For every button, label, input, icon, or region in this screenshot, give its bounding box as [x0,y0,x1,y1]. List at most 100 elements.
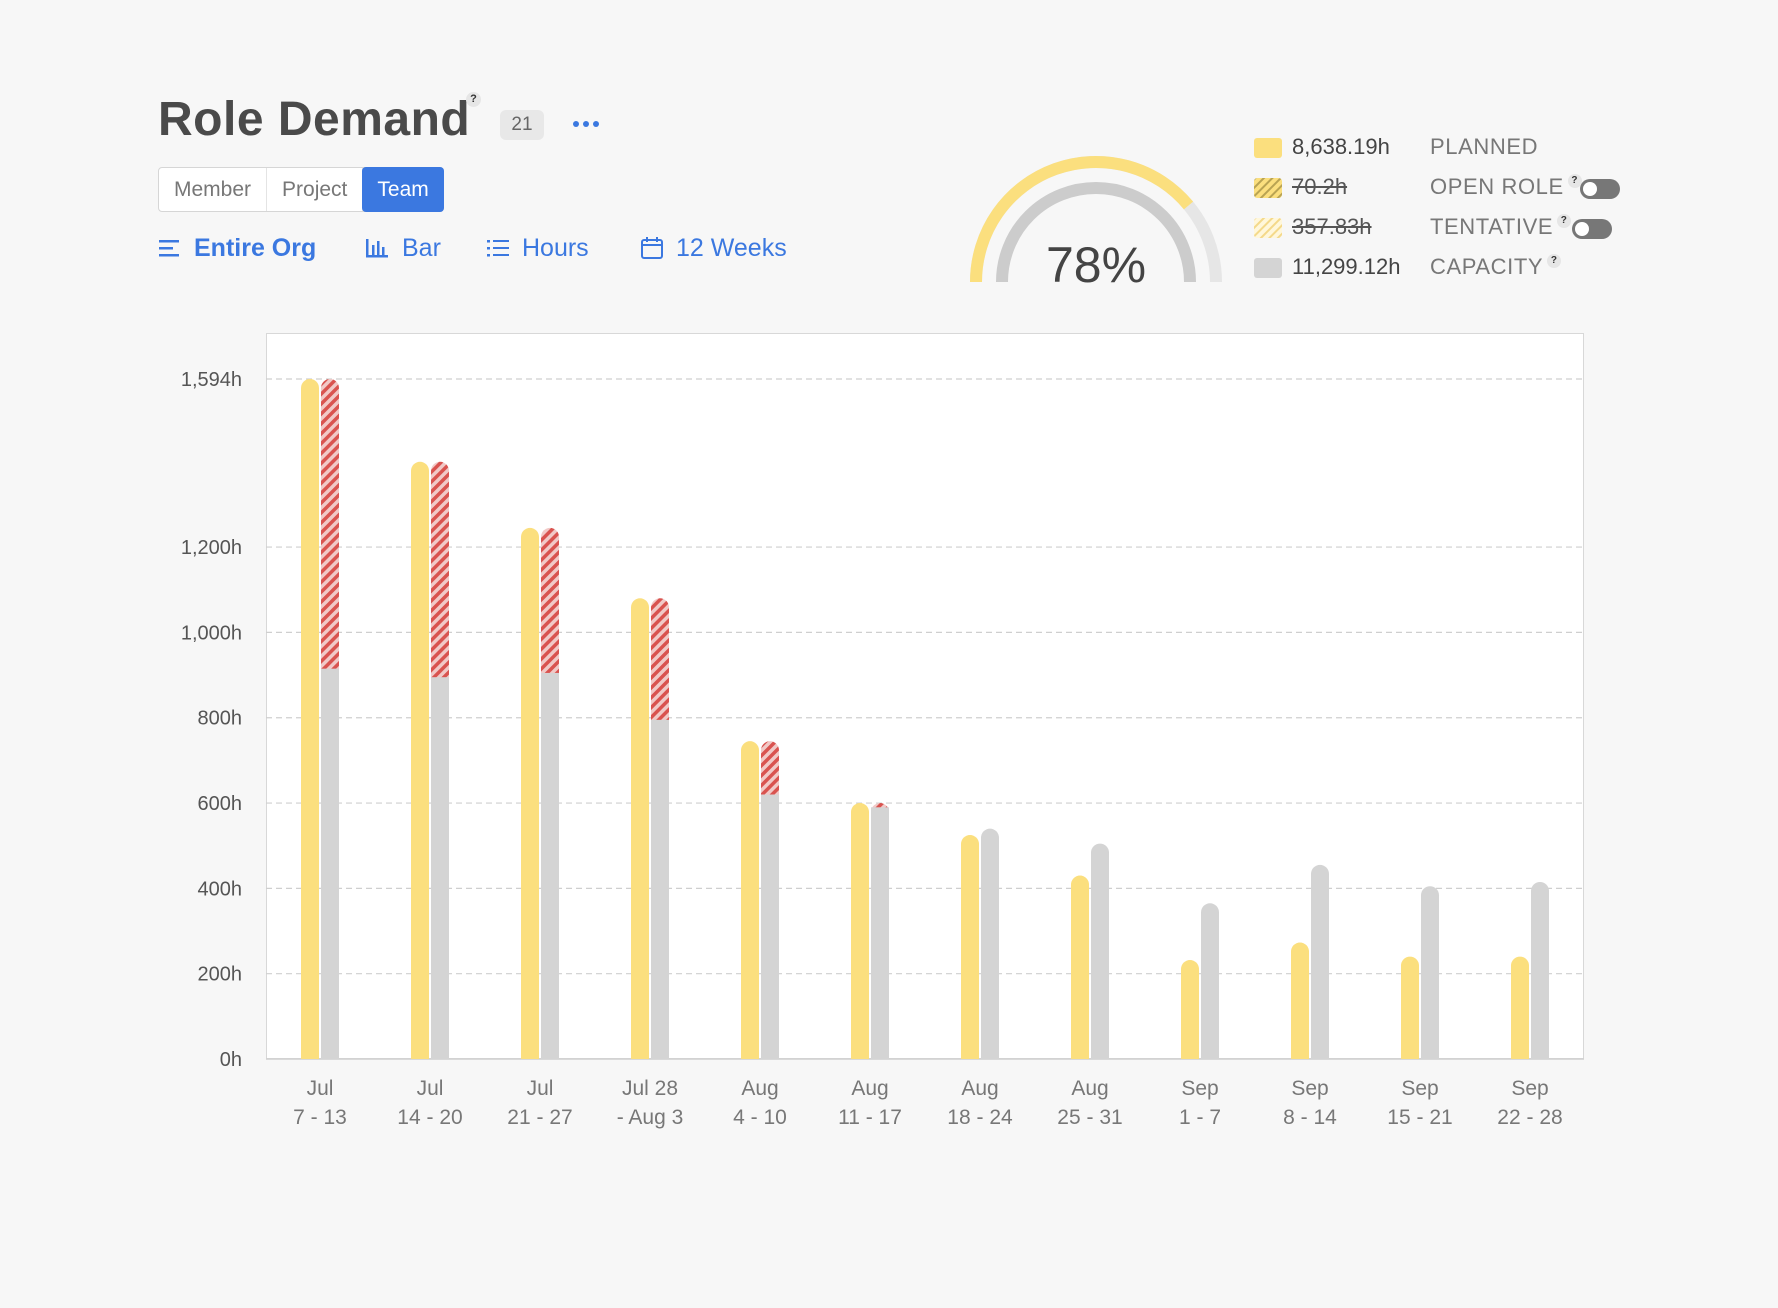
x-tick-label: Jul 28 [622,1077,678,1100]
capacity-bar[interactable] [1421,886,1439,1059]
page-title: Role Demand [158,93,471,146]
gauge-fill-arc [970,155,1194,283]
open-role-name: OPEN ROLE? [1430,174,1582,200]
tab-member[interactable]: Member [159,168,268,211]
planned-bar[interactable] [1181,960,1199,1059]
bar-chart-icon [366,239,388,258]
role-demand-bar-chart: 0h 200h 400h 600h 800h 1,000h 1,200h 1,594h Jul… [181,369,1584,1129]
x-tick-label: Jul [417,1077,444,1100]
capacity-help-icon[interactable]: ? [1547,254,1562,268]
planned-swatch [1254,138,1282,158]
legend-open-role: 70.2h OPEN ROLE? [1252,168,1652,208]
x-tick-label: Aug [851,1077,888,1100]
y-tick-label: 200h [198,964,243,986]
open-role-help-icon[interactable]: ? [1567,174,1582,188]
planned-name: PLANNED [1430,134,1539,159]
x-tick-label: Jul [307,1077,334,1100]
x-tick-sublabel: 22 - 28 [1497,1106,1562,1129]
y-tick-label: 1,594h [181,369,242,391]
x-tick-sublabel: - Aug 3 [617,1106,684,1129]
open-role-swatch [1254,178,1282,198]
scope-filter[interactable]: Entire Org [158,228,316,268]
planned-bar[interactable] [741,741,759,1059]
more-options-icon[interactable] [570,112,602,136]
x-tick-label: Jul [527,1077,554,1100]
range-filter[interactable]: 12 Weeks [640,228,787,268]
x-tick-label: Aug [741,1077,778,1100]
chart-type-filter[interactable]: Bar [364,228,441,268]
capacity-bar[interactable] [651,719,669,1059]
x-tick-label: Aug [961,1077,998,1100]
open-role-value: 70.2h [1292,174,1348,199]
x-tick-sublabel: 25 - 31 [1057,1106,1122,1129]
tentative-help-icon[interactable]: ? [1557,214,1572,228]
capacity-bar[interactable] [981,828,999,1059]
planned-bar[interactable] [851,803,869,1059]
legend-planned: 8,638.19h PLANNED [1252,128,1652,168]
y-tick-label: 0h [220,1049,242,1071]
planned-bar[interactable] [301,379,319,1059]
scope-label: Entire Org [194,233,317,262]
overallocation-bar[interactable] [651,598,669,721]
x-tick-sublabel: 8 - 14 [1283,1106,1337,1129]
capacity-bar[interactable] [1091,843,1109,1059]
utilization-percent: 78% [1045,237,1147,293]
capacity-bar[interactable] [1201,903,1219,1059]
capacity-bar[interactable] [871,807,889,1059]
planned-bar[interactable] [961,835,979,1059]
planned-bar[interactable] [1401,956,1419,1059]
view-toggle: Member Project Team [158,167,444,212]
range-label: 12 Weeks [676,233,787,262]
y-tick-label: 1,000h [181,622,242,644]
capacity-bar[interactable] [761,794,779,1059]
x-tick-sublabel: 15 - 21 [1387,1106,1452,1129]
planned-value: 8,638.19h [1292,134,1390,159]
planned-bar[interactable] [631,598,649,1059]
overallocation-bar[interactable] [761,741,779,796]
x-tick-sublabel: 7 - 13 [293,1106,347,1129]
tentative-swatch [1254,218,1282,238]
tab-team[interactable]: Team [362,167,444,212]
capacity-value: 11,299.12h [1292,254,1401,279]
legend-tentative: 357.83h TENTATIVE? [1252,208,1652,248]
chart-type-label: Bar [402,233,441,262]
overallocation-bar[interactable] [321,379,339,670]
chart-area [266,333,1584,1059]
x-tick-label: Sep [1511,1077,1548,1100]
unit-label: Hours [522,233,589,262]
overallocation-bar[interactable] [541,527,559,674]
capacity-bar[interactable] [321,668,339,1059]
utilization-gauge [970,155,1222,283]
planned-bar[interactable] [521,527,539,1059]
tentative-toggle[interactable] [1572,219,1612,239]
x-tick-label: Sep [1401,1077,1438,1100]
x-tick-sublabel: 18 - 24 [947,1106,1013,1129]
y-tick-label: 400h [198,878,243,900]
overallocation-bar[interactable] [431,461,449,679]
calendar-icon [641,237,663,259]
capacity-bar[interactable] [1531,881,1549,1059]
title-help-icon[interactable]: ? [466,92,481,107]
x-tick-sublabel: 14 - 20 [397,1106,462,1129]
count-badge: 21 [500,110,544,140]
x-tick-label: Sep [1181,1077,1218,1100]
planned-bar[interactable] [1071,875,1089,1059]
capacity-bar[interactable] [1311,864,1329,1059]
planned-bar[interactable] [1291,942,1309,1059]
x-tick-sublabel: 1 - 7 [1179,1106,1221,1129]
unit-filter[interactable]: Hours [486,228,589,268]
y-tick-label: 600h [198,793,243,815]
capacity-bar[interactable] [431,677,449,1059]
tentative-name: TENTATIVE? [1430,214,1572,240]
capacity-swatch [1254,258,1282,278]
y-tick-label: 800h [198,708,243,730]
planned-bar[interactable] [1511,956,1529,1059]
capacity-bar[interactable] [541,672,559,1059]
tentative-value: 357.83h [1292,214,1372,239]
open-role-toggle[interactable] [1580,179,1620,199]
planned-bar[interactable] [411,461,429,1059]
bulleted-list-icon [487,240,509,257]
y-tick-label: 1,200h [181,537,242,559]
x-tick-sublabel: 4 - 10 [733,1106,787,1129]
list-lines-icon [159,240,179,257]
